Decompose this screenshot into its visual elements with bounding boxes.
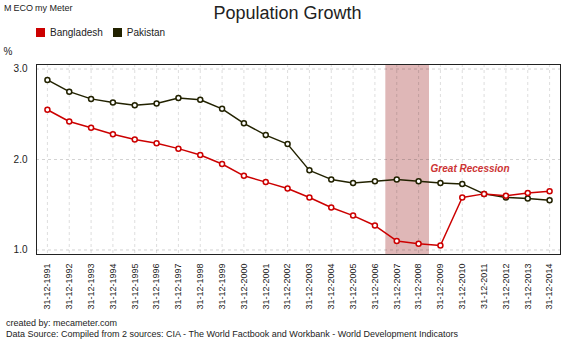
svg-text:31-12-2004: 31-12-2004 (326, 264, 336, 310)
svg-text:31-12-2010: 31-12-2010 (457, 264, 467, 310)
svg-text:31-12-2006: 31-12-2006 (370, 264, 380, 310)
svg-text:31-12-2009: 31-12-2009 (435, 264, 445, 310)
svg-text:1.0: 1.0 (14, 244, 28, 255)
svg-text:3.0: 3.0 (14, 63, 28, 74)
svg-text:31-12-2000: 31-12-2000 (239, 264, 249, 310)
svg-text:Great Recession: Great Recession (431, 163, 510, 174)
svg-text:31-12-2003: 31-12-2003 (304, 264, 314, 310)
svg-text:%: % (4, 46, 13, 57)
svg-text:2.0: 2.0 (14, 154, 28, 165)
html-text:Bangladesh: Bangladesh (50, 27, 103, 38)
html-text:M ECO my Meter: M ECO my Meter (4, 3, 73, 13)
svg-text:31-12-2008: 31-12-2008 (413, 264, 423, 310)
svg-text:31-12-1994: 31-12-1994 (108, 264, 118, 310)
svg-text:31-12-2001: 31-12-2001 (261, 264, 271, 310)
svg-text:31-12-1995: 31-12-1995 (130, 264, 140, 310)
svg-text:31-12-2013: 31-12-2013 (523, 264, 533, 310)
html-text:Data Source: Compiled from 2 s: Data Source: Compiled from 2 sources: CI… (6, 329, 458, 339)
svg-text:31-12-1996: 31-12-1996 (151, 264, 161, 310)
html-text:Population Growth: Population Growth (213, 3, 362, 23)
svg-text:31-12-1997: 31-12-1997 (173, 264, 183, 310)
html-text:Pakistan: Pakistan (126, 27, 166, 38)
svg-text:31-12-1993: 31-12-1993 (86, 264, 96, 310)
html-text:created by: mecameter.com: created by: mecameter.com (6, 318, 117, 328)
svg-text:31-12-2011: 31-12-2011 (479, 264, 489, 309)
svg-text:31-12-2007: 31-12-2007 (392, 264, 402, 310)
svg-text:31-12-2005: 31-12-2005 (348, 264, 358, 310)
svg-text:31-12-2012: 31-12-2012 (501, 264, 511, 310)
svg-text:31-12-1998: 31-12-1998 (195, 264, 205, 310)
svg-text:31-12-1992: 31-12-1992 (64, 264, 74, 310)
svg-text:31-12-1991: 31-12-1991 (42, 264, 52, 310)
svg-text:31-12-2014: 31-12-2014 (544, 264, 554, 310)
svg-text:31-12-2002: 31-12-2002 (282, 264, 292, 310)
svg-text:31-12-1999: 31-12-1999 (217, 264, 227, 310)
